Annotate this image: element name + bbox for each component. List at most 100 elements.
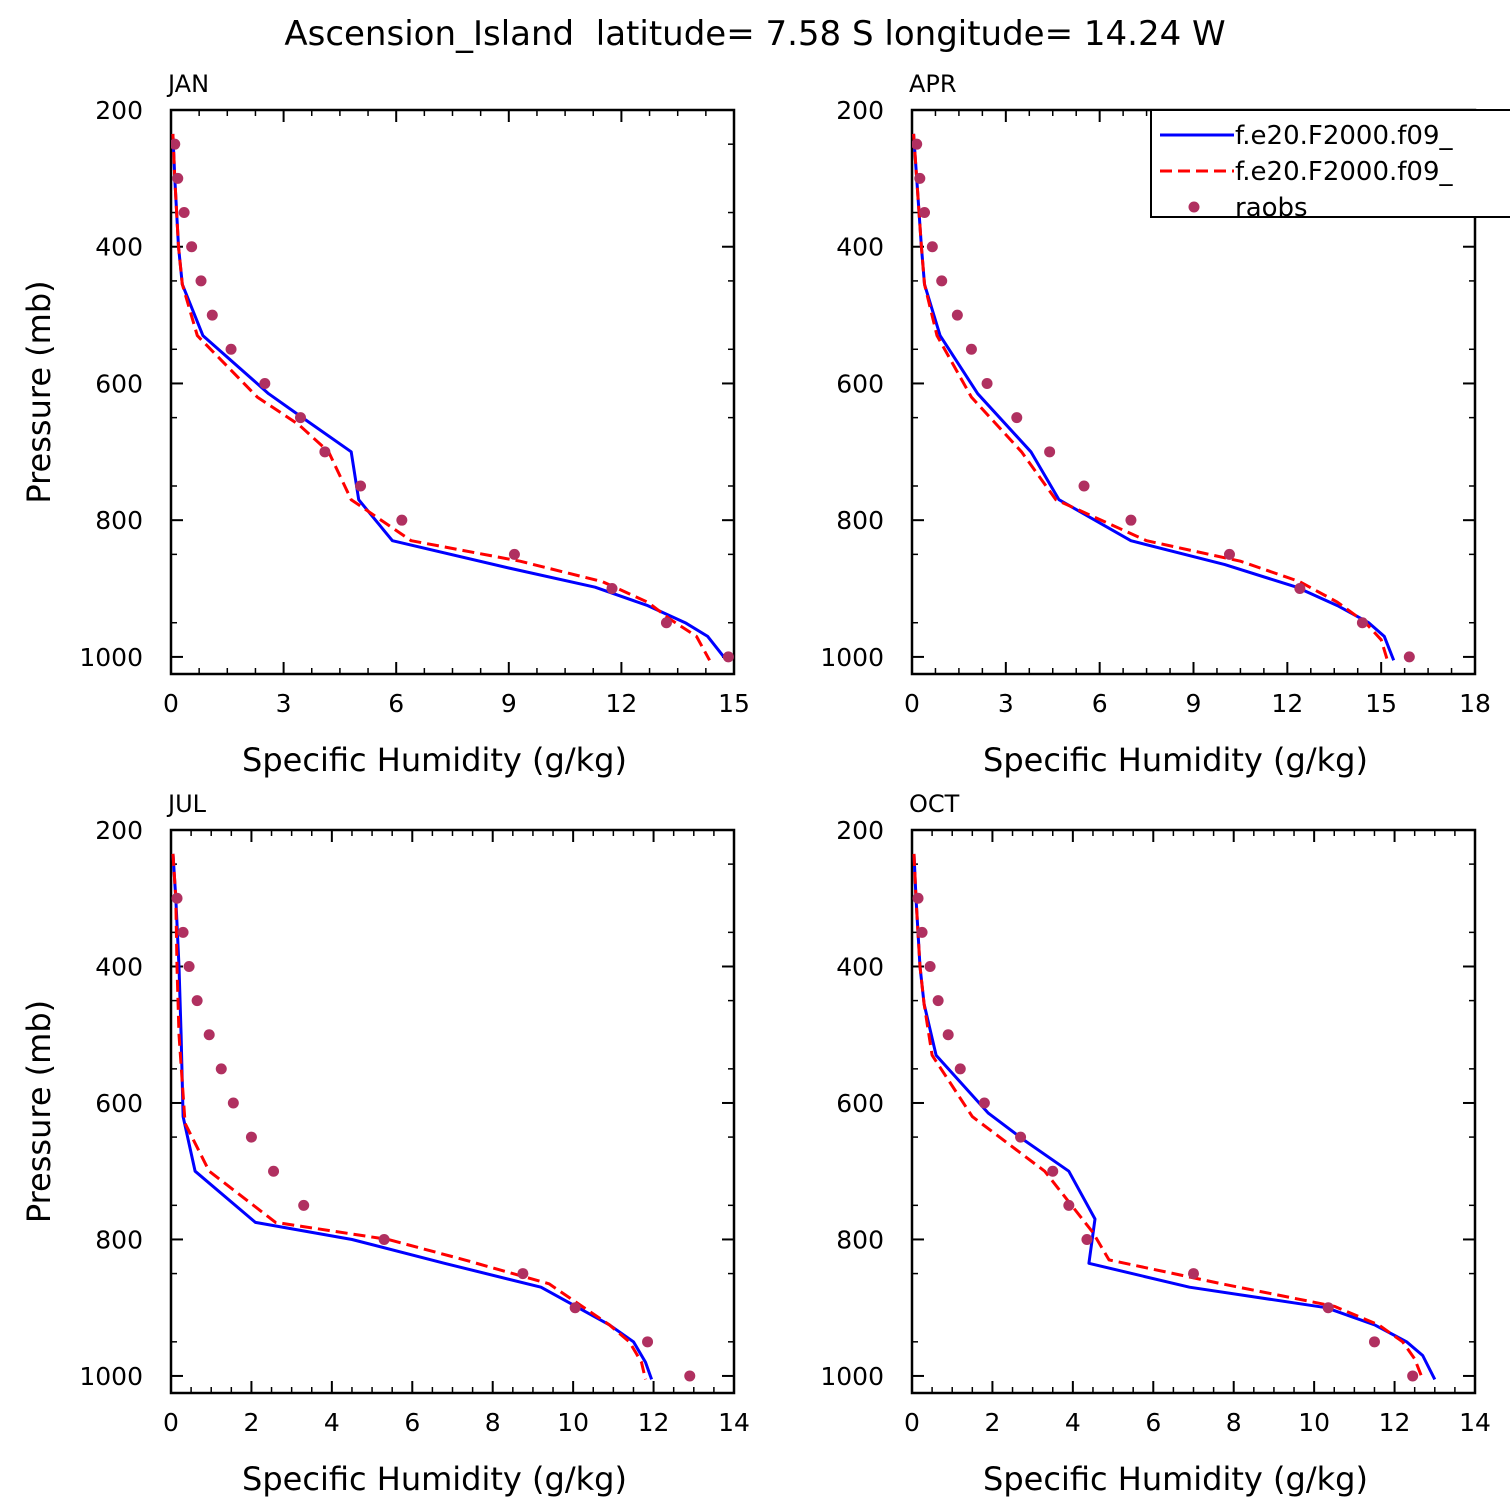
raobs-point (919, 207, 931, 219)
raobs-point (355, 480, 367, 492)
raobs-point (215, 1063, 227, 1075)
legend-label: f.e20.F2000.f09_ (1235, 121, 1453, 151)
x-tick-label: 6 (404, 1408, 420, 1437)
raobs-point (1081, 1233, 1093, 1245)
raobs-point (268, 1165, 280, 1177)
raobs-point (1223, 548, 1235, 560)
x-tick-label: 8 (485, 1408, 501, 1437)
y-tick-label: 400 (95, 952, 143, 981)
raobs-point (227, 1097, 239, 1109)
x-tick-label: 0 (163, 1408, 179, 1437)
raobs-point (1188, 1268, 1199, 1280)
x-tick-label: 6 (1145, 1408, 1161, 1437)
x-tick-label: 9 (1186, 689, 1202, 718)
y-tick-label: 800 (95, 506, 143, 535)
model-line-dashed (171, 133, 711, 662)
raobs-point (1356, 617, 1368, 629)
x-tick-label: 3 (998, 689, 1014, 718)
raobs-point (951, 309, 963, 321)
x-tick-label: 9 (501, 689, 517, 718)
raobs-point (203, 1029, 215, 1041)
panel-label: APR (909, 70, 957, 98)
raobs-point (1407, 1370, 1419, 1382)
x-tick-label: 12 (638, 1408, 670, 1437)
raobs-point (171, 138, 181, 150)
x-tick-label: 0 (163, 689, 179, 718)
y-tick-label: 800 (95, 1225, 143, 1254)
raobs-point (942, 1029, 954, 1041)
raobs-point (606, 583, 618, 595)
series-group (171, 133, 734, 663)
figure-title: Ascension_Island latitude= 7.58 S longit… (284, 14, 1225, 54)
y-tick-label: 400 (836, 233, 884, 262)
raobs-point (684, 1370, 696, 1382)
y-tick-label: 200 (836, 816, 884, 845)
y-tick-label: 800 (836, 1225, 884, 1254)
legend: f.e20.F2000.f09_ f.e20.F2000.f09_raobs (1150, 109, 1510, 223)
raobs-point (1044, 446, 1056, 458)
legend-marker (1188, 201, 1200, 213)
y-tick-label: 600 (95, 369, 143, 398)
x-tick-label: 18 (1459, 689, 1491, 718)
raobs-point (191, 995, 203, 1007)
raobs-point (245, 1131, 257, 1143)
raobs-point (171, 892, 183, 904)
x-tick-label: 10 (1298, 1408, 1330, 1437)
raobs-point (378, 1233, 390, 1245)
x-tick-label: 6 (1092, 689, 1108, 718)
raobs-point (1322, 1302, 1334, 1314)
y-tick-label: 200 (95, 816, 143, 845)
raobs-point (981, 377, 993, 389)
legend-label: f.e20.F2000.f09_ (1235, 157, 1453, 187)
legend-box (1150, 109, 1510, 218)
plot-frame (169, 108, 736, 676)
y-tick-label: 1000 (79, 1362, 143, 1391)
raobs-point (1011, 412, 1023, 424)
raobs-point (186, 241, 198, 253)
x-tick-label: 0 (904, 689, 920, 718)
series-group (171, 853, 696, 1382)
raobs-point (183, 960, 195, 972)
model-line-dashed (171, 853, 647, 1380)
raobs-point (569, 1302, 581, 1314)
series-group (912, 133, 1415, 663)
y-tick-label: 400 (836, 952, 884, 981)
raobs-point (225, 343, 237, 355)
y-tick-label: 600 (95, 1089, 143, 1118)
raobs-point (926, 241, 938, 253)
raobs-point (924, 960, 936, 972)
y-tick-label: 800 (836, 506, 884, 535)
legend-label: raobs (1235, 193, 1308, 223)
x-tick-label: 10 (557, 1408, 589, 1437)
model-line-solid (912, 853, 1437, 1381)
x-tick-label: 6 (388, 689, 404, 718)
y-axis-title: Pressure (mb) (20, 280, 58, 503)
x-tick-label: 14 (718, 1408, 750, 1437)
raobs-point (298, 1199, 310, 1211)
panel-oct: 0 2 4 6 8 10 12 14 200 400 600 800 1000 OCT Specific H… (820, 790, 1491, 1498)
raobs-point (912, 892, 924, 904)
raobs-point (722, 651, 734, 663)
raobs-point (978, 1097, 990, 1109)
raobs-point (642, 1336, 654, 1348)
panel-apr: 0 3 6 9 12 15 18 200 400 600 800 1000 APR Specific Hu… (820, 70, 1491, 779)
y-tick-label: 200 (836, 96, 884, 125)
raobs-point (660, 617, 672, 629)
panel-label: JUL (166, 790, 207, 818)
raobs-point (1368, 1336, 1380, 1348)
x-tick-label: 15 (718, 689, 750, 718)
y-tick-label: 600 (836, 1089, 884, 1118)
raobs-point (965, 343, 977, 355)
raobs-point (178, 207, 190, 219)
model-line-solid (171, 853, 654, 1380)
raobs-point (294, 412, 306, 424)
x-tick-label: 12 (605, 689, 637, 718)
raobs-point (319, 446, 331, 458)
x-tick-label: 4 (324, 1408, 340, 1437)
y-tick-label: 400 (95, 233, 143, 262)
y-tick-label: 200 (95, 96, 143, 125)
x-tick-label: 12 (1271, 689, 1303, 718)
x-tick-label: 3 (276, 689, 292, 718)
raobs-point (932, 995, 944, 1007)
